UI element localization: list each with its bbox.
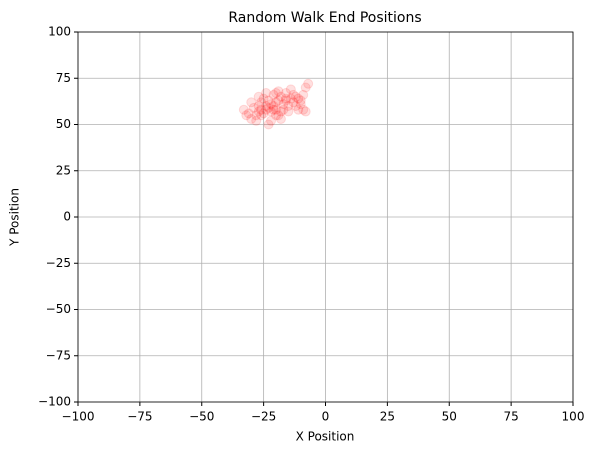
y-tick-label: −50 — [46, 302, 71, 316]
scatter-point — [290, 101, 301, 111]
scatter-point — [278, 104, 289, 115]
scatter-point — [275, 113, 286, 124]
scatter-point — [273, 95, 284, 106]
x-tick-label: −100 — [62, 410, 95, 424]
scatter-point — [275, 91, 286, 102]
scatter-point — [288, 97, 299, 108]
x-tick-label: −25 — [251, 410, 276, 424]
y-tick-label: 50 — [56, 117, 71, 131]
scatter-point — [285, 84, 296, 95]
scatter-point — [253, 91, 264, 102]
x-axis-label: X Position — [296, 430, 355, 444]
scatter-point — [278, 99, 289, 110]
scatter-point — [253, 101, 264, 111]
scatter-point — [268, 104, 279, 115]
x-tick-label: −75 — [127, 410, 152, 424]
scatter-point — [300, 106, 311, 117]
scatter-point — [258, 93, 269, 104]
chart-title: Random Walk End Positions — [228, 10, 421, 26]
scatter-point — [285, 93, 296, 104]
scatter-point — [298, 104, 309, 115]
x-tick-label: 75 — [503, 410, 518, 424]
scatter-point — [295, 99, 306, 110]
scatter-point — [256, 110, 267, 121]
scatter-point — [271, 97, 281, 108]
scatter-point — [266, 106, 277, 117]
x-tick-label: 25 — [380, 410, 395, 424]
y-tick-label: −75 — [46, 348, 71, 362]
scatter-point — [271, 104, 281, 115]
scatter-point — [283, 106, 294, 117]
y-tick-label: 25 — [56, 163, 71, 177]
scatter-point — [263, 119, 274, 130]
x-tick-label: −50 — [189, 410, 214, 424]
scatter-point — [263, 95, 274, 106]
scatter-point — [273, 86, 284, 97]
scatter-point — [246, 113, 257, 124]
scatter-point — [266, 115, 277, 126]
scatter-point — [280, 95, 291, 106]
y-tick-label: 75 — [56, 71, 71, 85]
y-tick-label: −25 — [46, 256, 71, 270]
scatter-point — [253, 106, 264, 117]
scatter-point — [248, 102, 259, 113]
plot-frame — [77, 31, 574, 403]
scatter-point — [261, 88, 272, 99]
scatter-point — [303, 78, 314, 89]
scatter-point — [256, 97, 267, 108]
scatter-point — [263, 102, 274, 113]
scatter-point — [256, 104, 267, 115]
scatter-point — [261, 104, 272, 115]
scatter-point — [293, 93, 304, 104]
scatter-point — [280, 93, 291, 104]
x-tick-label: 50 — [442, 410, 457, 424]
y-tick-label: 100 — [48, 25, 71, 39]
y-axis-label: Y Position — [8, 188, 22, 247]
scatter-point — [283, 101, 294, 111]
scatter-point — [273, 110, 284, 121]
scatter-point — [251, 115, 262, 126]
scatter-point — [268, 101, 279, 111]
scatter-point — [271, 110, 281, 121]
y-tick-label: −100 — [38, 395, 71, 409]
x-tick-label: 0 — [322, 410, 330, 424]
scatter-point — [280, 88, 291, 99]
scatter-point — [293, 104, 304, 115]
scatter-point — [298, 89, 309, 100]
scatter-point — [243, 108, 254, 119]
x-tick-label: 100 — [562, 410, 585, 424]
scatter-point — [271, 88, 281, 99]
scatter-point — [300, 82, 311, 93]
scatter-point — [275, 106, 286, 117]
scatter-point — [268, 89, 279, 100]
scatter-point — [288, 89, 299, 100]
scatter-point — [295, 95, 306, 106]
scatter-point — [251, 110, 262, 121]
y-tick-label: 0 — [63, 210, 71, 224]
scatter-point — [261, 101, 272, 111]
scatter-point — [258, 108, 269, 119]
scatter-point — [246, 97, 257, 108]
scatter-point — [266, 99, 277, 110]
scatter-point — [290, 91, 301, 102]
scatter-point — [241, 110, 252, 121]
scatter-point — [238, 104, 249, 115]
